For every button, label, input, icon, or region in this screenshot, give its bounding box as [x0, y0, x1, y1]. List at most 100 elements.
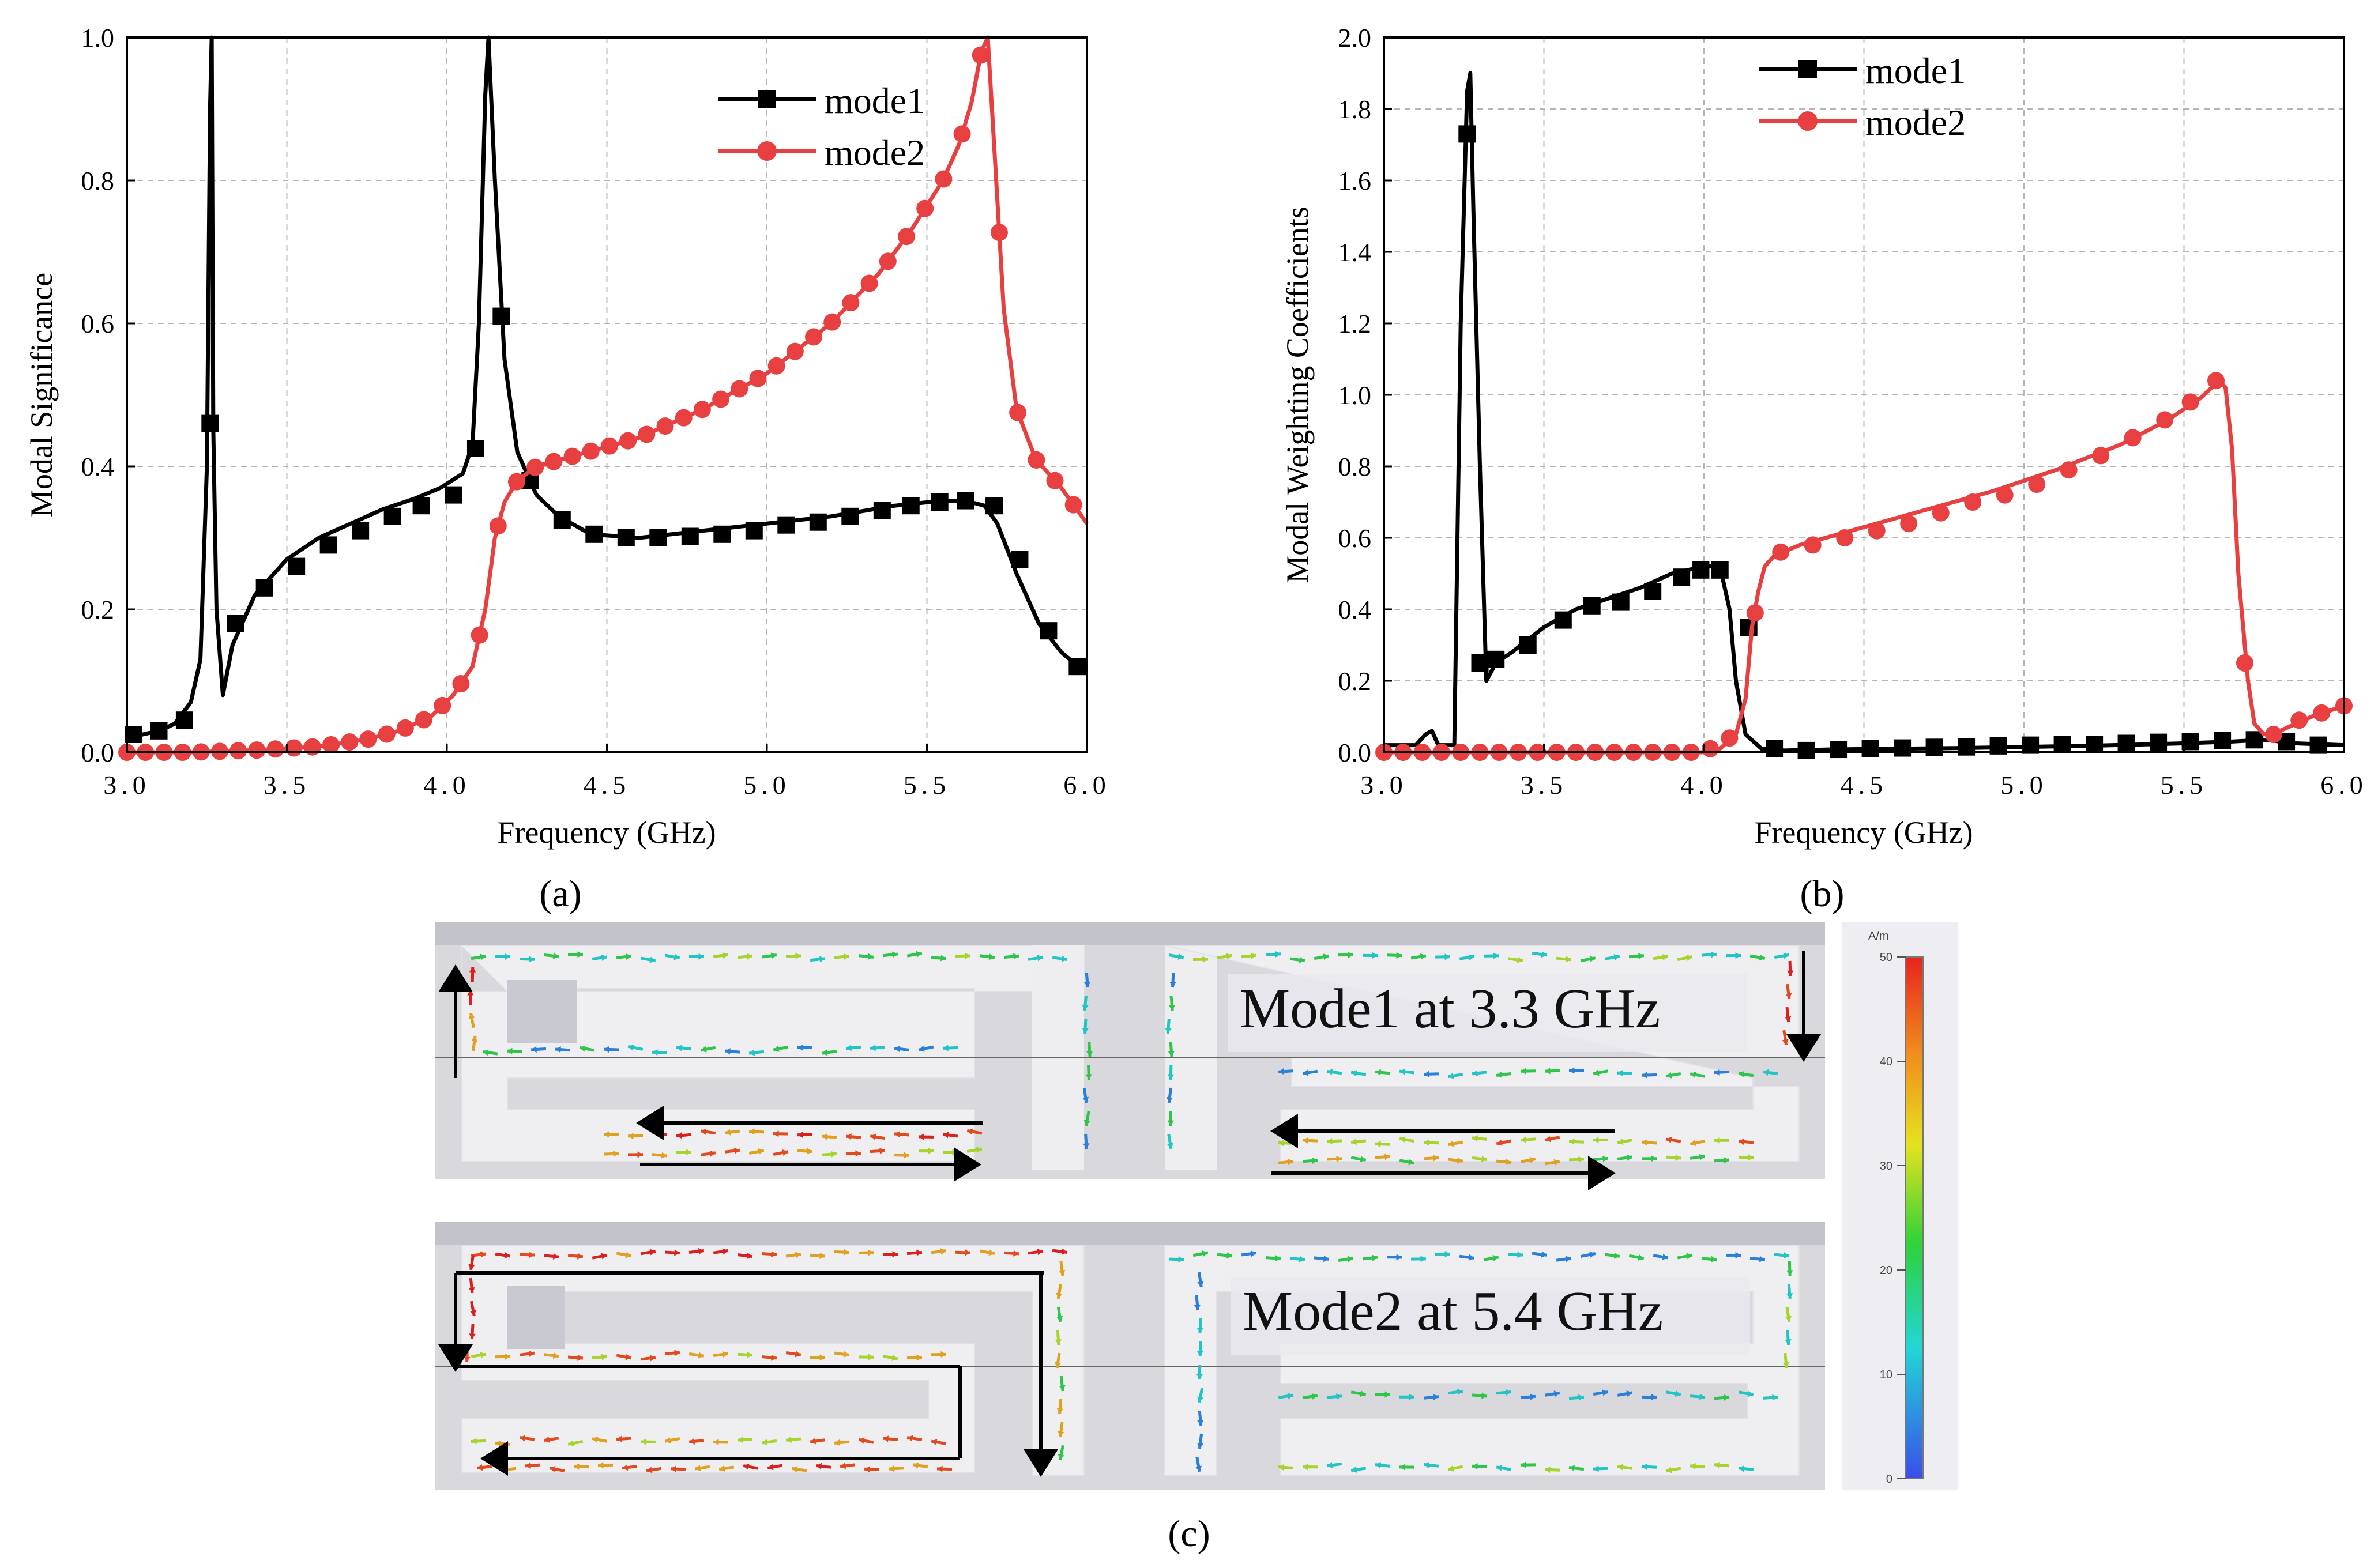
- mode1-current-arrow-head: [480, 953, 486, 960]
- mode2-current-arrow-head: [1690, 1463, 1696, 1469]
- mode2-current-arrow-head: [1448, 1465, 1454, 1472]
- panel-b-xlabel: Frequency (GHz): [1754, 815, 1973, 850]
- mode1-current-arrow-head: [1787, 970, 1794, 976]
- mode1-current-arrow-head: [601, 954, 607, 961]
- mode1-current-arrow-head: [965, 952, 970, 959]
- mode2-shadow-block: [507, 1286, 565, 1349]
- b-series-mode1-point: [2245, 731, 2263, 749]
- mode2-current-arrow-head: [1593, 1465, 1599, 1472]
- panel-c-caption: (c): [1168, 1513, 1210, 1555]
- a-series-mode1-point: [175, 711, 193, 729]
- mode1-current-arrow-head: [758, 1148, 764, 1155]
- mode2-current-arrow-head: [1311, 1393, 1318, 1400]
- b-xtick-label: 5.0: [2000, 770, 2048, 800]
- a-series-mode1-point: [777, 516, 795, 534]
- a-series-mode1-point: [492, 307, 510, 325]
- panel-a-ticks: 3.0 3.5 4.0 4.5 5.0 5.5 6.0 0.0 0.2 0.4 0.6 0.8 1.0: [81, 23, 1106, 800]
- mode1-current-arrow-head: [894, 1045, 901, 1053]
- b-xtick-label: 4.0: [1680, 770, 1728, 800]
- mode2-current-arrow-head: [525, 1462, 531, 1469]
- mode2-current-arrow-head: [1055, 1339, 1062, 1345]
- mode1-current-arrow-head: [773, 1130, 779, 1137]
- b-xtick-label: 3.0: [1360, 770, 1408, 800]
- mode2-current-arrow-head: [722, 1351, 728, 1358]
- mode1-current-arrow-head: [652, 1049, 658, 1056]
- mode1-current-arrow-head: [1785, 1016, 1792, 1022]
- a-series-mode2-point: [638, 425, 656, 443]
- colorbar-panel: [1842, 922, 1958, 1490]
- mode1-current-arrow-head: [919, 1133, 924, 1140]
- mode1-current-arrow-head: [773, 1045, 780, 1052]
- mode2-current-arrow-head: [1785, 1316, 1792, 1322]
- a-series-mode1-point: [931, 493, 949, 511]
- mode1-current-arrow-head: [1444, 953, 1450, 960]
- mode2-current-arrow-head: [1347, 1256, 1353, 1262]
- mode2-current-arrow-head: [1360, 1390, 1366, 1397]
- b-series-mode2-point: [1932, 504, 1950, 522]
- a-series-mode1-point: [1040, 622, 1058, 640]
- mode2-current-arrow-head: [1602, 1389, 1608, 1396]
- mode1-current-arrow-head: [891, 951, 898, 958]
- mode2-current-arrow-head: [1013, 1250, 1019, 1257]
- mode1-current-arrow-head: [822, 1133, 827, 1140]
- mode2-current-arrow-head: [528, 1350, 535, 1357]
- b-series-mode1-point: [1458, 125, 1476, 143]
- mode2-current-arrow-head: [1569, 1465, 1575, 1472]
- mode1-current-arrow-head: [649, 956, 656, 963]
- mode2-current-arrow-head: [520, 1435, 526, 1442]
- mode2-current-arrow-head: [1055, 1362, 1062, 1368]
- mode1-current-arrow-head: [1226, 953, 1232, 960]
- mode1-current-arrow-head: [1666, 1072, 1672, 1079]
- a-series-mode2-point: [489, 517, 507, 535]
- a-series-mode1-point: [150, 722, 168, 740]
- mode1-current-arrow-head: [1748, 1154, 1754, 1161]
- a-ytick-label: 0.6: [81, 309, 115, 338]
- mode2-current-arrow-head: [1250, 1250, 1256, 1257]
- panel-b-legend-mode1-marker: [1798, 60, 1817, 78]
- a-series-mode2-point: [731, 380, 748, 398]
- mode1-current-arrow-head: [1496, 1071, 1503, 1078]
- a-series-mode1-point: [1068, 658, 1086, 676]
- a-series-mode1-point: [745, 522, 763, 540]
- a-series-mode2-point: [990, 224, 1008, 242]
- mode1-current-arrow-head: [870, 1045, 876, 1051]
- mode2-current-arrow-head: [1739, 1465, 1744, 1472]
- panel-b-legend-mode1-label: mode1: [1865, 50, 1966, 91]
- mode2-current-arrow-head: [469, 1333, 476, 1339]
- mode2-current-arrow-head: [1642, 1463, 1647, 1471]
- b-series-mode1-point: [1830, 741, 1848, 759]
- mode2-current-arrow-head: [1195, 1465, 1202, 1472]
- a-series-mode1-point: [649, 529, 667, 546]
- a-series-mode2-point: [600, 437, 618, 455]
- mode1-current-arrow-head: [904, 1152, 909, 1159]
- mode2-current-arrow-head: [907, 1435, 913, 1442]
- a-xtick-label: 4.0: [423, 770, 471, 800]
- mode1-current-arrow-head: [1642, 1139, 1647, 1146]
- mode1-current-arrow-head: [831, 1151, 837, 1158]
- a-series-mode2-point: [248, 741, 266, 759]
- a-series-mode2-point: [396, 719, 414, 737]
- mode1-current-arrow-head: [1472, 1069, 1478, 1077]
- mode2-label-backdrop: [1231, 1277, 1750, 1355]
- mode1-current-arrow-head: [867, 953, 874, 960]
- a-series-mode2-point: [972, 46, 989, 64]
- mode2-right-meander: [1164, 1245, 1800, 1476]
- mode1-current-arrow-head: [733, 1147, 740, 1154]
- panel-a-series: [118, 35, 1089, 761]
- mode1-current-arrow-head: [1690, 1140, 1696, 1147]
- mode2-current-arrow-head: [889, 1465, 894, 1472]
- a-series-mode1-point: [617, 529, 635, 546]
- mode2-current-arrow-head: [1197, 1281, 1204, 1287]
- b-series-mode1-point: [1644, 583, 1662, 600]
- mode2-current-arrow-head: [505, 1353, 510, 1360]
- mode1-current-arrow-head: [1167, 1074, 1175, 1080]
- mode1-current-arrow-head: [1553, 1159, 1560, 1166]
- mode2-current-arrow-head: [859, 1437, 865, 1444]
- mode1-current-arrow-head: [673, 953, 680, 960]
- mode1-current-arrow-head: [1375, 1069, 1381, 1076]
- mode2-current-arrow-head: [819, 1354, 825, 1361]
- mode1-current-arrow-head: [1169, 982, 1176, 987]
- mode2-current-arrow-head: [834, 1439, 840, 1446]
- mode1-shadow-block: [507, 980, 577, 1043]
- mode1-current-arrow-head: [1168, 1051, 1175, 1057]
